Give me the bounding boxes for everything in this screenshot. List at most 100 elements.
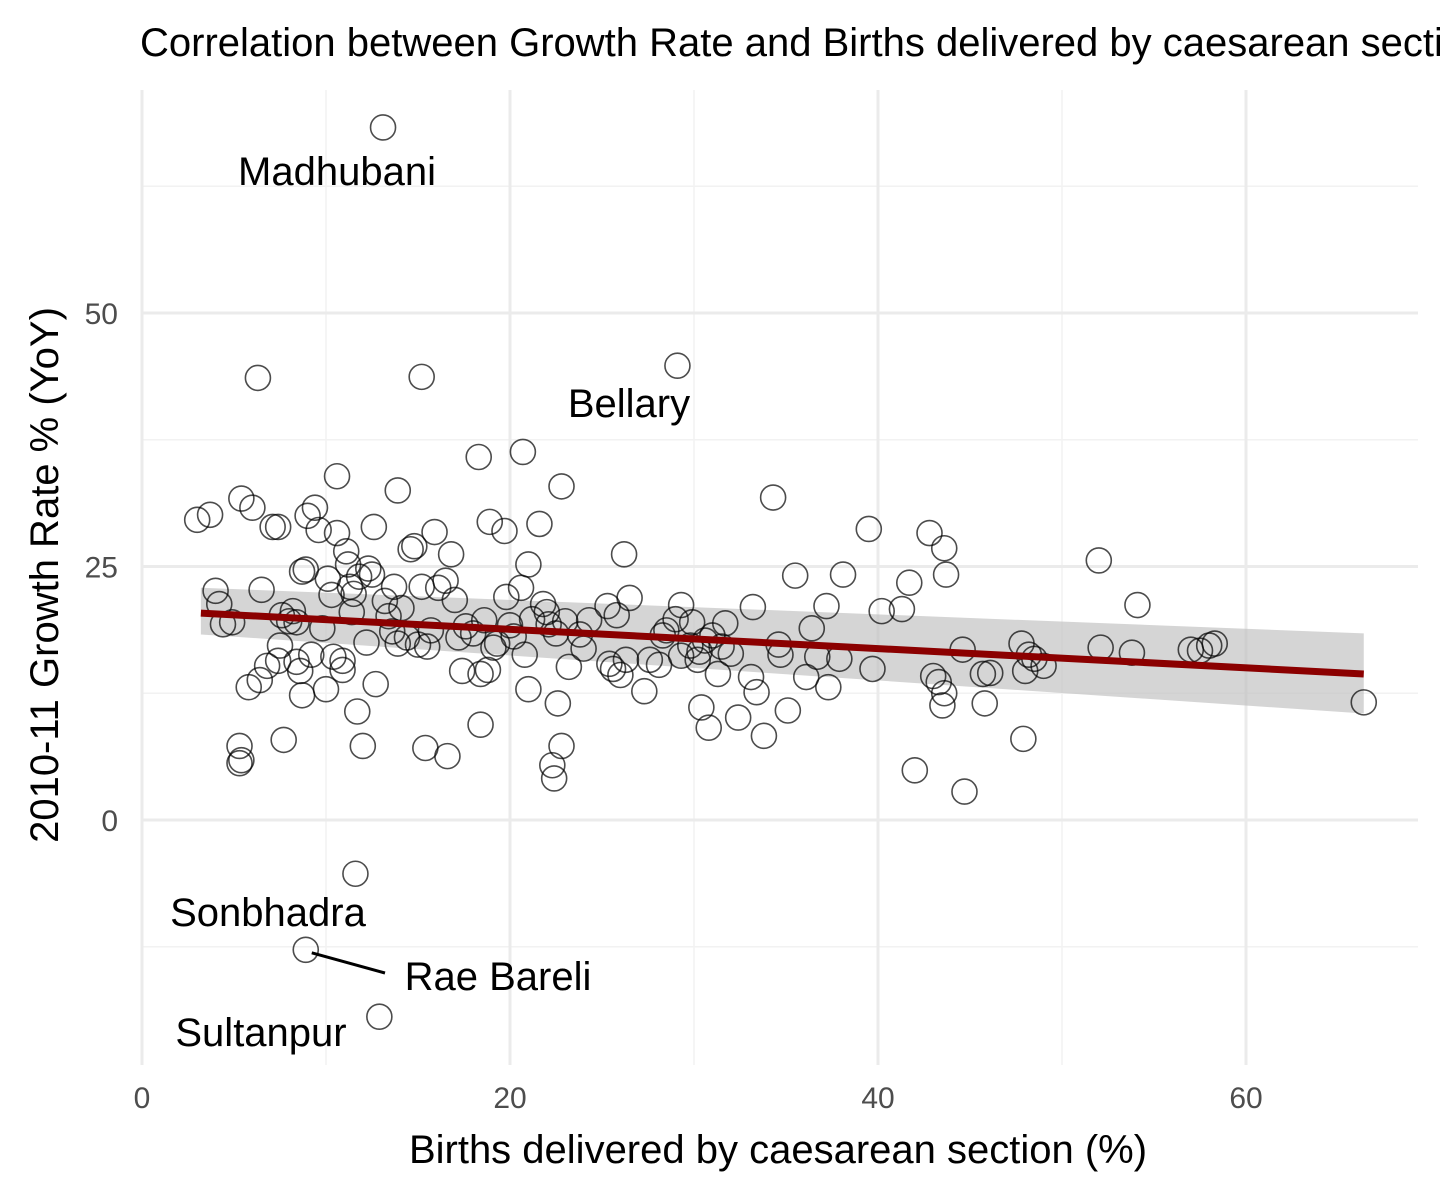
data-point bbox=[631, 677, 658, 705]
data-point bbox=[515, 551, 542, 578]
x-tick-label: 0 bbox=[134, 1082, 151, 1115]
data-point bbox=[1030, 652, 1057, 680]
data-point bbox=[338, 598, 366, 626]
data-point bbox=[362, 670, 389, 698]
data-point bbox=[969, 660, 997, 688]
data-point bbox=[555, 653, 583, 681]
data-point bbox=[491, 517, 518, 545]
data-point bbox=[329, 656, 356, 684]
data-point bbox=[448, 657, 476, 685]
data-point bbox=[493, 583, 520, 611]
minor-gridlines bbox=[142, 90, 1418, 1065]
data-point bbox=[695, 714, 723, 742]
data-point bbox=[312, 675, 340, 703]
data-point bbox=[342, 860, 369, 888]
data-point bbox=[951, 778, 978, 805]
data-point bbox=[371, 587, 399, 615]
data-point bbox=[708, 633, 735, 660]
data-point bbox=[288, 558, 316, 585]
data-point bbox=[343, 698, 371, 725]
data-point bbox=[309, 615, 336, 642]
data-point bbox=[353, 629, 380, 656]
data-point bbox=[664, 352, 691, 380]
data-point bbox=[610, 541, 638, 568]
trend-line-layer bbox=[200, 609, 1364, 678]
data-point bbox=[228, 746, 255, 774]
data-point bbox=[340, 580, 367, 608]
data-point bbox=[288, 681, 316, 709]
data-point bbox=[378, 618, 406, 645]
data-point bbox=[507, 574, 535, 602]
data-point bbox=[792, 663, 820, 691]
data-point bbox=[253, 652, 281, 680]
data-point bbox=[724, 704, 752, 731]
data-point bbox=[408, 363, 435, 391]
data-point bbox=[612, 646, 640, 674]
trend-line bbox=[200, 609, 1364, 678]
point-label: Sonbhadra bbox=[170, 891, 366, 935]
data-point bbox=[366, 1003, 393, 1031]
data-point bbox=[798, 615, 826, 642]
data-point bbox=[596, 650, 623, 678]
data-point bbox=[246, 666, 274, 694]
data-point bbox=[750, 722, 778, 750]
data-point bbox=[202, 577, 229, 605]
data-point bbox=[470, 606, 498, 634]
data-point bbox=[526, 510, 553, 538]
data-point bbox=[509, 438, 537, 466]
data-point bbox=[515, 675, 542, 703]
data-point bbox=[259, 513, 286, 541]
data-point bbox=[432, 567, 459, 594]
data-point bbox=[294, 502, 321, 530]
data-point bbox=[323, 519, 351, 547]
data-point bbox=[297, 641, 325, 669]
data-point bbox=[384, 630, 412, 657]
data-point bbox=[467, 660, 494, 688]
data-point bbox=[930, 679, 958, 707]
x-tick-label: 20 bbox=[493, 1082, 526, 1115]
data-point bbox=[667, 642, 695, 670]
data-point bbox=[196, 501, 224, 529]
data-point bbox=[535, 610, 562, 638]
data-point bbox=[401, 532, 428, 560]
data-point bbox=[540, 765, 568, 792]
data-point bbox=[301, 494, 329, 521]
data-point bbox=[465, 443, 493, 471]
data-point bbox=[916, 519, 943, 547]
data-point bbox=[932, 561, 960, 588]
data-point bbox=[711, 609, 739, 637]
data-point bbox=[369, 114, 397, 141]
data-point bbox=[226, 732, 253, 760]
data-point bbox=[548, 732, 575, 760]
tick-labels-layer: 0 20 40 60 0 25 50 bbox=[85, 298, 1263, 1115]
data-point bbox=[480, 634, 507, 661]
data-point bbox=[183, 506, 211, 534]
data-point bbox=[855, 515, 883, 543]
data-point bbox=[678, 608, 706, 636]
data-point bbox=[544, 690, 572, 717]
data-point bbox=[662, 605, 689, 633]
data-point bbox=[1010, 725, 1037, 753]
data-point bbox=[355, 555, 382, 582]
data-point bbox=[929, 692, 956, 719]
y-tick-label: 0 bbox=[101, 805, 118, 838]
data-point bbox=[976, 659, 1004, 687]
data-point bbox=[421, 518, 448, 546]
data-point bbox=[739, 593, 767, 621]
data-point bbox=[1201, 630, 1229, 657]
data-point bbox=[264, 647, 292, 675]
data-point bbox=[901, 757, 929, 784]
data-point bbox=[467, 711, 494, 738]
data-point bbox=[813, 592, 840, 620]
data-point bbox=[815, 673, 842, 701]
y-tick-label: 25 bbox=[85, 552, 118, 585]
data-point bbox=[971, 690, 999, 717]
data-point bbox=[248, 576, 275, 604]
data-point bbox=[895, 569, 923, 597]
data-point bbox=[345, 563, 373, 590]
data-point bbox=[318, 581, 345, 609]
confidence-band bbox=[200, 587, 1364, 714]
data-point bbox=[384, 477, 412, 504]
data-point bbox=[688, 694, 715, 721]
